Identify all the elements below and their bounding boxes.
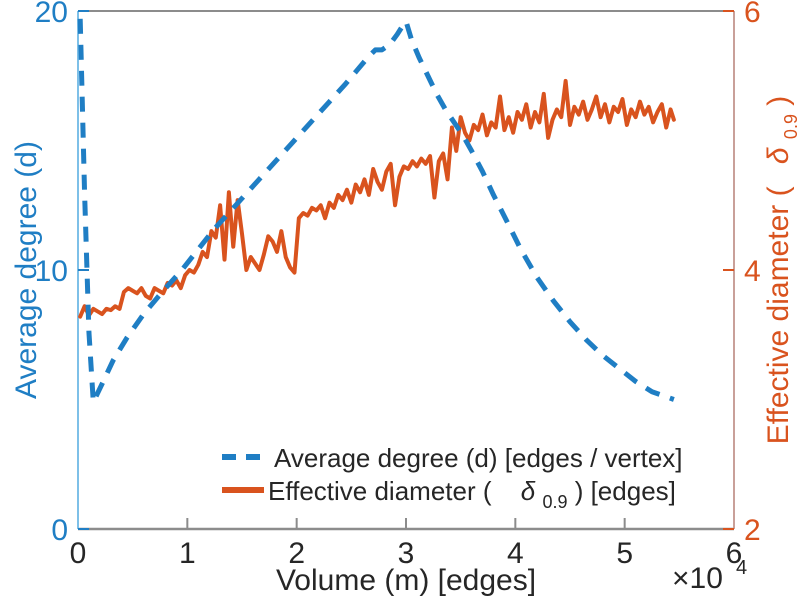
y-axis-left-ticks — [78, 10, 89, 530]
y-left-tick-label: 10 — [35, 255, 68, 288]
legend-label-prefix: Effective diameter ( — [268, 476, 492, 506]
y-axis-right-title-prefix: Effective diameter ( — [762, 186, 795, 444]
y-left-tick-label: 20 — [35, 0, 68, 29]
legend-label-average-degree: Average degree (d) [edges / vertex] — [274, 443, 683, 473]
y-axis-right-ticks — [723, 10, 734, 530]
y-axis-right-title-subscript: 0.9 — [781, 114, 801, 139]
x-axis-tick-labels: 0 1 2 3 4 5 6 — [70, 537, 743, 570]
x-tick-label: 1 — [179, 537, 196, 570]
x-tick-label: 0 — [70, 537, 87, 570]
chart-legend: Average degree (d) [edges / vertex] Effe… — [222, 443, 683, 514]
series-effective-diameter — [78, 78, 676, 319]
svg-text:Effective diameter ( δ: Effective diameter ( δ 0.9 ) — [762, 96, 804, 445]
y-axis-right-title-suffix: ) — [762, 96, 795, 106]
y-right-tick-label: 2 — [744, 514, 761, 547]
legend-label-subscript: 0.9 — [542, 492, 567, 512]
y-axis-right-title: Effective diameter ( δ 0.9 ) — [762, 96, 804, 445]
legend-label-symbol: δ — [521, 476, 536, 506]
data-series-layer — [77, 18, 676, 405]
x-axis-ticks — [186, 518, 626, 529]
x-axis-exponent: ×10 4 — [672, 557, 747, 595]
y-right-tick-label: 4 — [744, 255, 761, 288]
legend-label-effective-diameter: Effective diameter ( δ 0.9 ) [edges] — [268, 476, 676, 514]
x-axis-exponent-base: ×10 — [672, 562, 723, 595]
x-axis-exponent-power: 4 — [736, 557, 747, 579]
y-right-tick-label: 6 — [744, 0, 761, 29]
x-tick-label: 3 — [398, 537, 415, 570]
x-axis-title: Volume (m) [edges] — [276, 564, 536, 597]
legend-entry-effective-diameter[interactable]: Effective diameter ( δ 0.9 ) [edges] — [222, 476, 676, 514]
x-tick-label: 4 — [507, 537, 524, 570]
legend-label-suffix: ) [edges] — [575, 476, 676, 506]
y-axis-left-tick-labels: 0 10 20 — [35, 0, 68, 547]
y-axis-right-tick-labels: 2 4 6 — [744, 0, 761, 547]
x-tick-label: 5 — [616, 537, 633, 570]
legend-entry-average-degree[interactable]: Average degree (d) [edges / vertex] — [222, 443, 683, 473]
y-axis-left-title: Average degree (d) — [10, 141, 43, 399]
x-tick-label: 6 — [726, 537, 743, 570]
y-axis-right-title-symbol: δ — [762, 147, 795, 164]
y-left-tick-label: 0 — [51, 514, 68, 547]
x-tick-label: 2 — [288, 537, 305, 570]
